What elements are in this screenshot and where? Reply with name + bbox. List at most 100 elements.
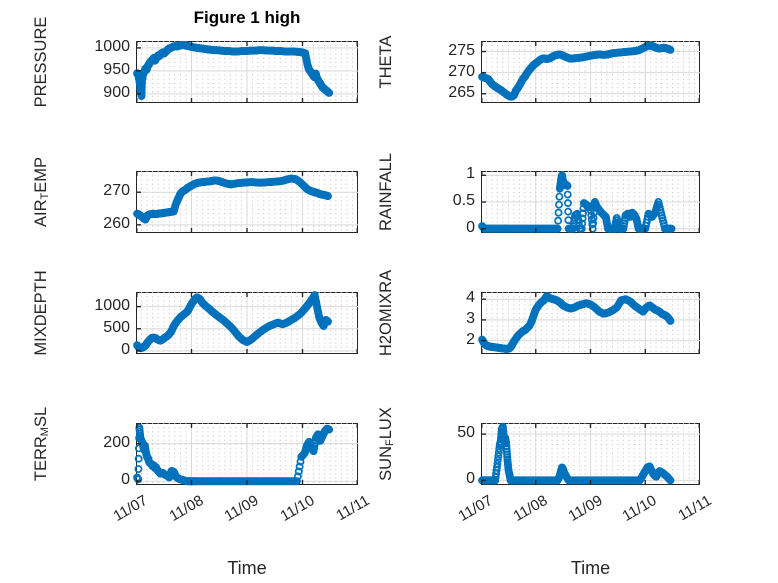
x-tick-label: 11/10 xyxy=(276,492,317,525)
data-marker xyxy=(563,190,572,199)
y-tick-label-rainfall: 0 xyxy=(466,218,475,236)
x-tick-label: 11/11 xyxy=(333,492,373,525)
data-marker xyxy=(563,199,572,208)
x-tick-label: 11/09 xyxy=(221,492,262,525)
data-marker xyxy=(666,45,675,54)
data-marker xyxy=(587,215,596,224)
data-marker xyxy=(666,316,675,325)
y-axis-label-main: MIXDEPTH xyxy=(32,270,50,356)
y-tick-label-mixdepth: 0 xyxy=(121,340,130,358)
y-axis-label-terr_msl: TERRMSL xyxy=(32,389,51,499)
x-tick-label: 11/11 xyxy=(675,492,715,525)
data-marker xyxy=(493,463,501,472)
y-axis-label-main: AIR xyxy=(32,199,50,228)
y-axis-label-h2omixra: H2OMIXRA xyxy=(377,258,396,368)
y-axis-label-main: H2OMIXRA xyxy=(377,269,395,357)
data-marker xyxy=(553,224,562,233)
y-tick-label-rainfall: 1 xyxy=(466,165,475,183)
y-axis-label-subscript: M xyxy=(38,427,51,437)
figure-title: Figure 1 high xyxy=(193,8,301,27)
y-tick-label-terr_msl: 200 xyxy=(103,433,130,451)
data-marker xyxy=(555,192,564,201)
data-marker xyxy=(494,448,503,457)
data-marker xyxy=(325,88,334,97)
y-axis-label-main: RAINFALL xyxy=(377,153,395,231)
y-tick-label-air_temp: 270 xyxy=(103,182,130,200)
y-tick-label-theta: 275 xyxy=(448,41,475,59)
x-axis-label-terr_msl: Time xyxy=(227,558,267,578)
y-axis-label-mixdepth: MIXDEPTH xyxy=(32,258,51,368)
y-tick-label-pressure: 1000 xyxy=(94,37,130,55)
data-marker xyxy=(324,192,332,201)
y-tick-label-sun_flux: 0 xyxy=(466,470,475,488)
data-marker xyxy=(493,456,502,464)
data-marker xyxy=(563,182,572,190)
y-axis-label-main: THETA xyxy=(377,35,395,89)
data-layer-h2omixra xyxy=(478,292,700,354)
data-marker xyxy=(292,477,301,486)
y-tick-label-h2omixra: 4 xyxy=(466,289,475,307)
data-marker xyxy=(564,207,573,216)
data-marker xyxy=(555,200,563,209)
y-axis-label-subscript: T xyxy=(38,192,51,200)
data-marker xyxy=(325,425,334,434)
data-marker xyxy=(134,475,143,484)
data-marker xyxy=(295,462,304,471)
y-tick-label-terr_msl: 0 xyxy=(121,471,130,489)
y-axis-label-main: PRESSURE xyxy=(32,16,50,108)
x-tick-label: 11/07 xyxy=(455,492,496,525)
y-tick-label-pressure: 900 xyxy=(103,83,130,101)
data-marker xyxy=(666,476,675,485)
data-marker xyxy=(493,459,502,468)
y-tick-label-sun_flux: 50 xyxy=(457,424,475,442)
data-marker xyxy=(667,224,676,233)
y-tick-label-h2omixra: 2 xyxy=(466,330,475,348)
data-layer-theta xyxy=(478,41,700,103)
data-marker xyxy=(324,317,332,326)
x-axis-label-sun_flux: Time xyxy=(570,558,611,578)
x-tick-label: 11/08 xyxy=(510,492,551,525)
y-axis-label-sun_flux: SUNFLUX xyxy=(377,389,396,499)
y-axis-label-pressure: PRESSURE xyxy=(32,7,51,117)
x-tick-label: 11/09 xyxy=(564,492,605,525)
data-marker xyxy=(554,216,563,225)
data-marker xyxy=(494,452,503,461)
data-marker xyxy=(577,224,586,233)
y-tick-label-theta: 265 xyxy=(448,83,475,101)
y-axis-label-tail: SL xyxy=(32,406,50,428)
y-axis-label-tail: EMP xyxy=(32,157,50,193)
data-layer-air_temp xyxy=(133,171,358,233)
y-tick-label-rainfall: 0.5 xyxy=(452,192,475,209)
y-tick-label-h2omixra: 3 xyxy=(466,309,475,327)
y-axis-label-theta: THETA xyxy=(377,7,396,117)
y-tick-label-pressure: 950 xyxy=(103,60,130,78)
data-marker xyxy=(578,219,587,228)
y-tick-label-theta: 270 xyxy=(448,62,475,80)
data-layer-sun_flux xyxy=(478,422,700,485)
data-marker xyxy=(294,467,303,476)
data-marker xyxy=(134,465,143,473)
y-axis-label-rainfall: RAINFALL xyxy=(377,137,396,247)
y-axis-label-tail: LUX xyxy=(377,407,395,440)
data-layer-terr_msl xyxy=(133,423,358,486)
y-axis-label-main: SUN xyxy=(377,446,395,481)
data-marker xyxy=(293,472,302,481)
data-marker xyxy=(579,209,588,218)
data-marker xyxy=(134,454,143,463)
data-marker xyxy=(578,214,587,223)
y-axis-label-subscript: F xyxy=(383,439,396,446)
x-tick-label: 11/07 xyxy=(110,492,151,525)
x-tick-label: 11/08 xyxy=(165,492,206,525)
y-axis-label-main: TERR xyxy=(32,436,50,482)
data-marker xyxy=(554,208,563,217)
data-layer-pressure xyxy=(133,41,358,103)
y-tick-label-mixdepth: 500 xyxy=(103,318,130,336)
data-layer-rainfall xyxy=(478,171,700,233)
y-axis-label-air_temp: AIRTEMP xyxy=(32,137,51,247)
y-tick-label-mixdepth: 1000 xyxy=(94,296,130,314)
data-layer-mixdepth xyxy=(133,291,358,354)
data-marker xyxy=(503,450,512,459)
y-tick-label-air_temp: 260 xyxy=(103,214,130,232)
x-tick-label: 11/10 xyxy=(619,492,660,525)
